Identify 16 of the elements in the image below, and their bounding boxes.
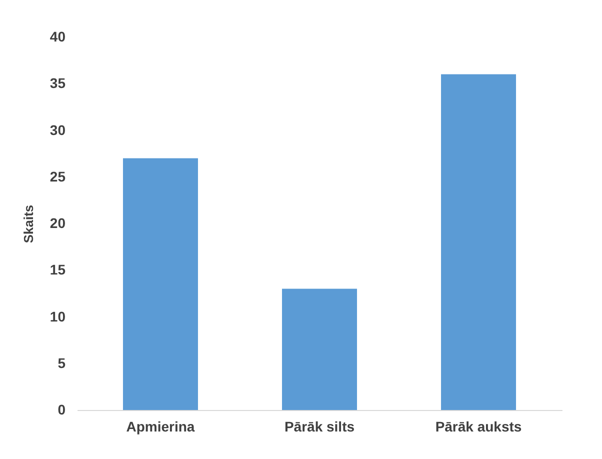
y-tick-label: 40 [50,28,66,44]
bar [441,74,516,410]
x-tick-label: Pārāk auksts [435,418,522,434]
x-tick-label: Apmierina [126,418,195,434]
y-tick-label: 10 [50,308,66,324]
bar [122,158,198,410]
y-tick-label: 15 [50,262,66,278]
y-tick-label: 25 [50,168,66,184]
y-tick-label: 0 [58,402,66,418]
y-axis-title: Skaits [20,204,36,244]
y-tick-label: 30 [50,122,66,138]
y-tick-label: 20 [50,215,66,231]
y-tick-label: 5 [58,354,66,371]
y-tick-label: 35 [50,75,66,92]
bar [282,288,357,410]
x-tick-label: Pārāk silts [284,418,355,434]
